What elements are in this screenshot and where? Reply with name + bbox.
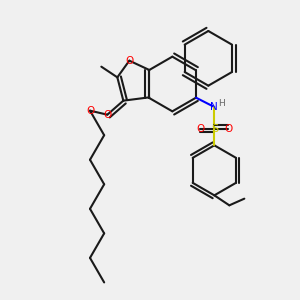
Text: O: O — [125, 56, 134, 66]
Text: O: O — [86, 106, 94, 116]
Text: S: S — [211, 124, 218, 134]
Text: O: O — [196, 124, 205, 134]
Text: H: H — [218, 98, 225, 107]
Text: N: N — [211, 102, 218, 112]
Text: O: O — [224, 124, 232, 134]
Text: O: O — [103, 110, 112, 120]
